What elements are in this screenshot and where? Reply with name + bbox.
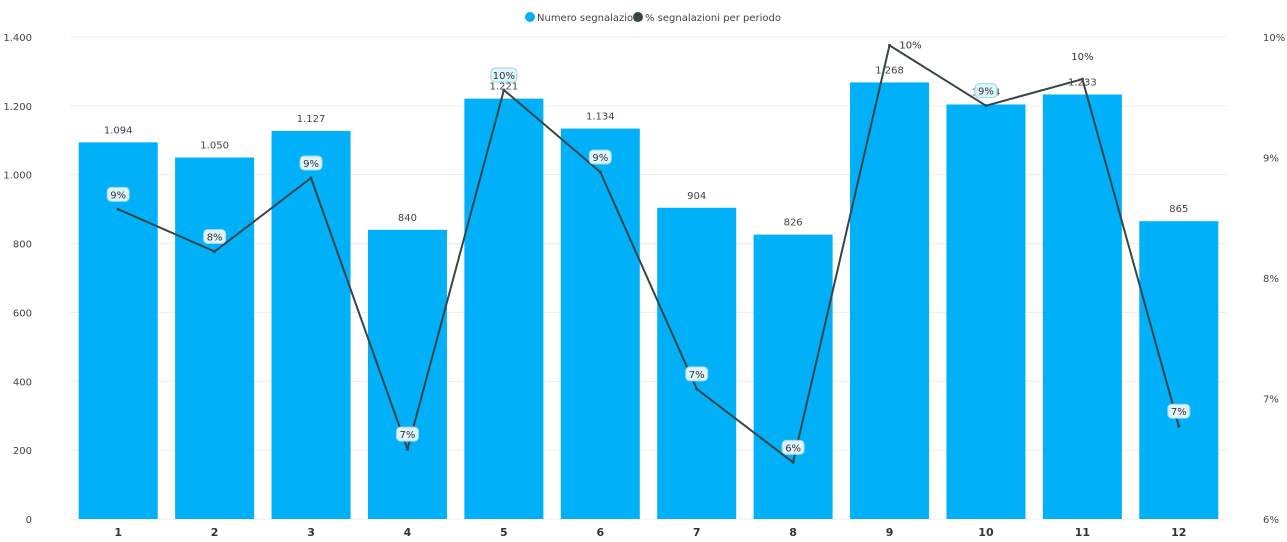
line-point <box>1080 77 1084 81</box>
x-tick-label: 10 <box>978 526 994 539</box>
percent-label: 7% <box>400 430 416 441</box>
line-point <box>116 207 120 211</box>
percent-label: 9% <box>110 190 126 201</box>
percent-label-box <box>1167 403 1191 419</box>
y-left-tick-label: 800 <box>13 240 32 251</box>
x-tick-label: 5 <box>500 526 508 539</box>
line-series-percent <box>117 44 1180 464</box>
y-left-tick-label: 200 <box>13 446 32 457</box>
y-left-tick-label: 0 <box>26 515 32 526</box>
percent-label-box <box>299 155 323 171</box>
bar <box>753 234 833 519</box>
percent-label-box <box>974 83 998 99</box>
x-tick-label: 3 <box>307 526 315 539</box>
bar-value-label: 904 <box>687 191 706 202</box>
line-point <box>888 43 892 47</box>
percent-label: 10% <box>899 40 921 51</box>
x-tick-label: 9 <box>886 526 894 539</box>
x-tick-label: 11 <box>1075 526 1090 539</box>
percent-label: 7% <box>1171 407 1187 418</box>
percent-label: 10% <box>1071 52 1093 63</box>
x-tick-label: 6 <box>596 526 604 539</box>
percent-label-box <box>490 67 518 83</box>
y-left-tick-label: 1.000 <box>3 171 32 182</box>
bar-value-label: 1.094 <box>104 125 133 136</box>
percent-label: 8% <box>207 232 223 243</box>
bar-value-label: 1.268 <box>875 65 904 76</box>
legend-marker-line[interactable] <box>633 12 643 22</box>
line-point <box>1177 424 1181 428</box>
y-left-tick-label: 1.200 <box>3 102 32 113</box>
percent-label-box <box>781 439 805 455</box>
line-point <box>984 104 988 108</box>
bar <box>464 98 544 520</box>
bar <box>78 142 158 519</box>
line-point <box>405 447 409 451</box>
percent-label-box <box>588 149 612 165</box>
y-right-tick-label: 8% <box>1263 274 1279 285</box>
percent-label: 10% <box>493 71 515 82</box>
y-right-tick-label: 9% <box>1263 154 1279 165</box>
bar <box>1042 94 1122 519</box>
percent-label: 9% <box>592 153 608 164</box>
bar <box>1139 221 1219 519</box>
bar-value-label: 840 <box>398 213 417 224</box>
percent-label-box <box>106 186 130 202</box>
bar-value-label: 1.221 <box>490 82 519 93</box>
bar <box>850 82 930 520</box>
line-point <box>213 249 217 253</box>
bar-value-label: 1.233 <box>1068 77 1097 88</box>
y-left-tick-label: 600 <box>13 308 32 319</box>
y-right-tick-label: 10% <box>1263 33 1285 44</box>
y-right-tick-label: 7% <box>1263 395 1279 406</box>
x-tick-label: 7 <box>693 526 701 539</box>
bar <box>175 157 255 519</box>
x-tick-label: 1 <box>114 526 122 539</box>
bar <box>946 104 1026 519</box>
bar-value-label: 865 <box>1169 204 1188 215</box>
bar-value-label: 1.134 <box>586 112 615 123</box>
bar-value-label: 1.127 <box>297 114 326 125</box>
line-point <box>309 176 313 180</box>
percent-label: 6% <box>785 443 801 454</box>
y-left-tick-label: 1.400 <box>3 33 32 44</box>
bar <box>560 128 640 519</box>
line-point <box>791 460 795 464</box>
percent-label: 9% <box>978 87 994 98</box>
x-tick-label: 12 <box>1171 526 1186 539</box>
legend-label-bars[interactable]: Numero segnalazioni <box>537 13 642 24</box>
y-right-tick-label: 6% <box>1263 515 1279 526</box>
x-tick-label: 8 <box>789 526 797 539</box>
bar <box>657 207 737 519</box>
legend-marker-bars[interactable] <box>525 12 535 22</box>
y-left-tick-label: 400 <box>13 377 32 388</box>
bar <box>367 229 447 520</box>
legend-label-line[interactable]: % segnalazioni per periodo <box>645 13 781 24</box>
line-point <box>695 387 699 391</box>
x-tick-label: 4 <box>404 526 412 539</box>
line-point <box>502 88 506 92</box>
bar-value-label: 1.050 <box>200 141 229 152</box>
bar <box>271 130 351 520</box>
percent-label: 7% <box>689 370 705 381</box>
line-point <box>598 170 602 174</box>
bar-value-label: 826 <box>784 218 803 229</box>
percent-label-box <box>685 366 709 382</box>
x-tick-label: 2 <box>211 526 219 539</box>
percent-label-box <box>203 228 227 244</box>
percent-label: 9% <box>303 159 319 170</box>
percent-label-box <box>395 426 419 442</box>
